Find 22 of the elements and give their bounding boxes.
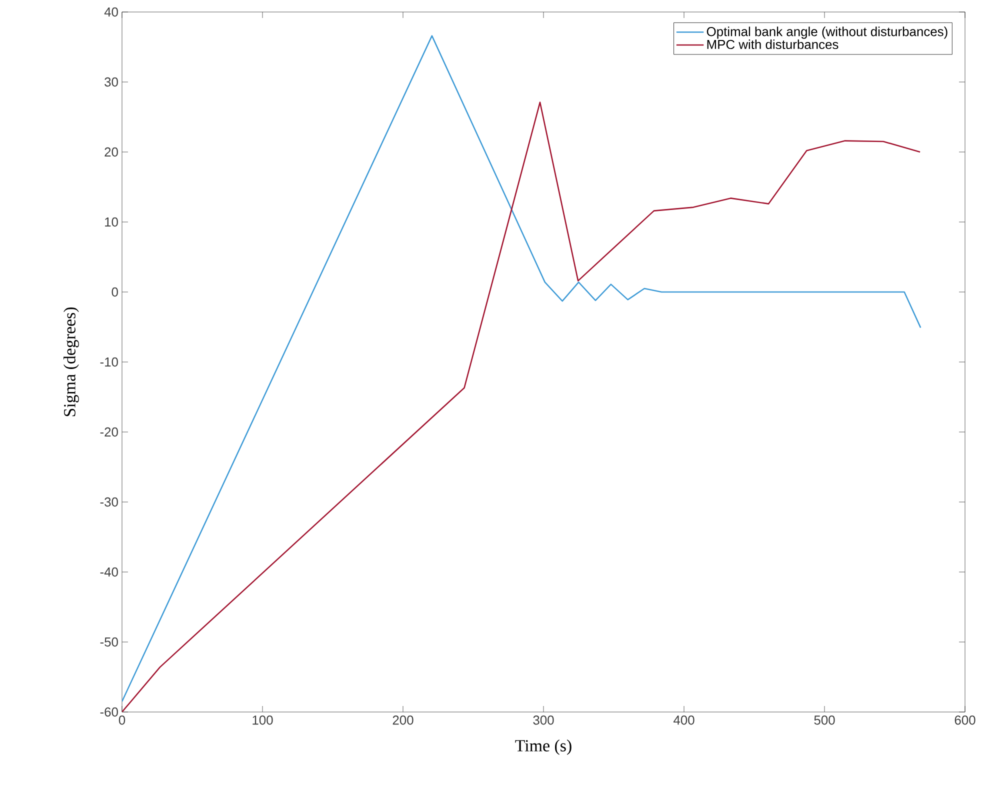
y-tick-label: 10 [105,217,118,227]
y-tick-label: -30 [100,497,118,507]
y-tick-label: -50 [100,637,118,647]
x-tick-label: 300 [533,716,554,725]
y-tick-label: 40 [104,7,118,17]
y-tick-label: -40 [100,567,118,577]
x-tick-label: 100 [252,716,273,725]
y-tick-label: 0 [112,287,118,297]
y-tick-label: -20 [100,427,118,437]
x-tick-label: 200 [392,716,414,725]
x-axis-title: Time (s) [515,740,572,755]
x-tick-label: 500 [814,716,835,725]
legend-label: Optimal bank angle (without disturbances) [706,26,948,39]
y-tick-label: -10 [100,357,118,367]
x-tick-label: 600 [954,716,976,725]
x-tick-label: 0 [118,716,126,725]
y-tick-label: 30 [104,77,118,87]
legend-label: MPC with disturbances [707,40,838,50]
y-tick-label: 20 [104,147,118,157]
y-tick-label: -60 [100,707,118,717]
x-tick-label: 400 [674,716,694,725]
y-axis-title: Sigma (degrees) [64,307,79,416]
